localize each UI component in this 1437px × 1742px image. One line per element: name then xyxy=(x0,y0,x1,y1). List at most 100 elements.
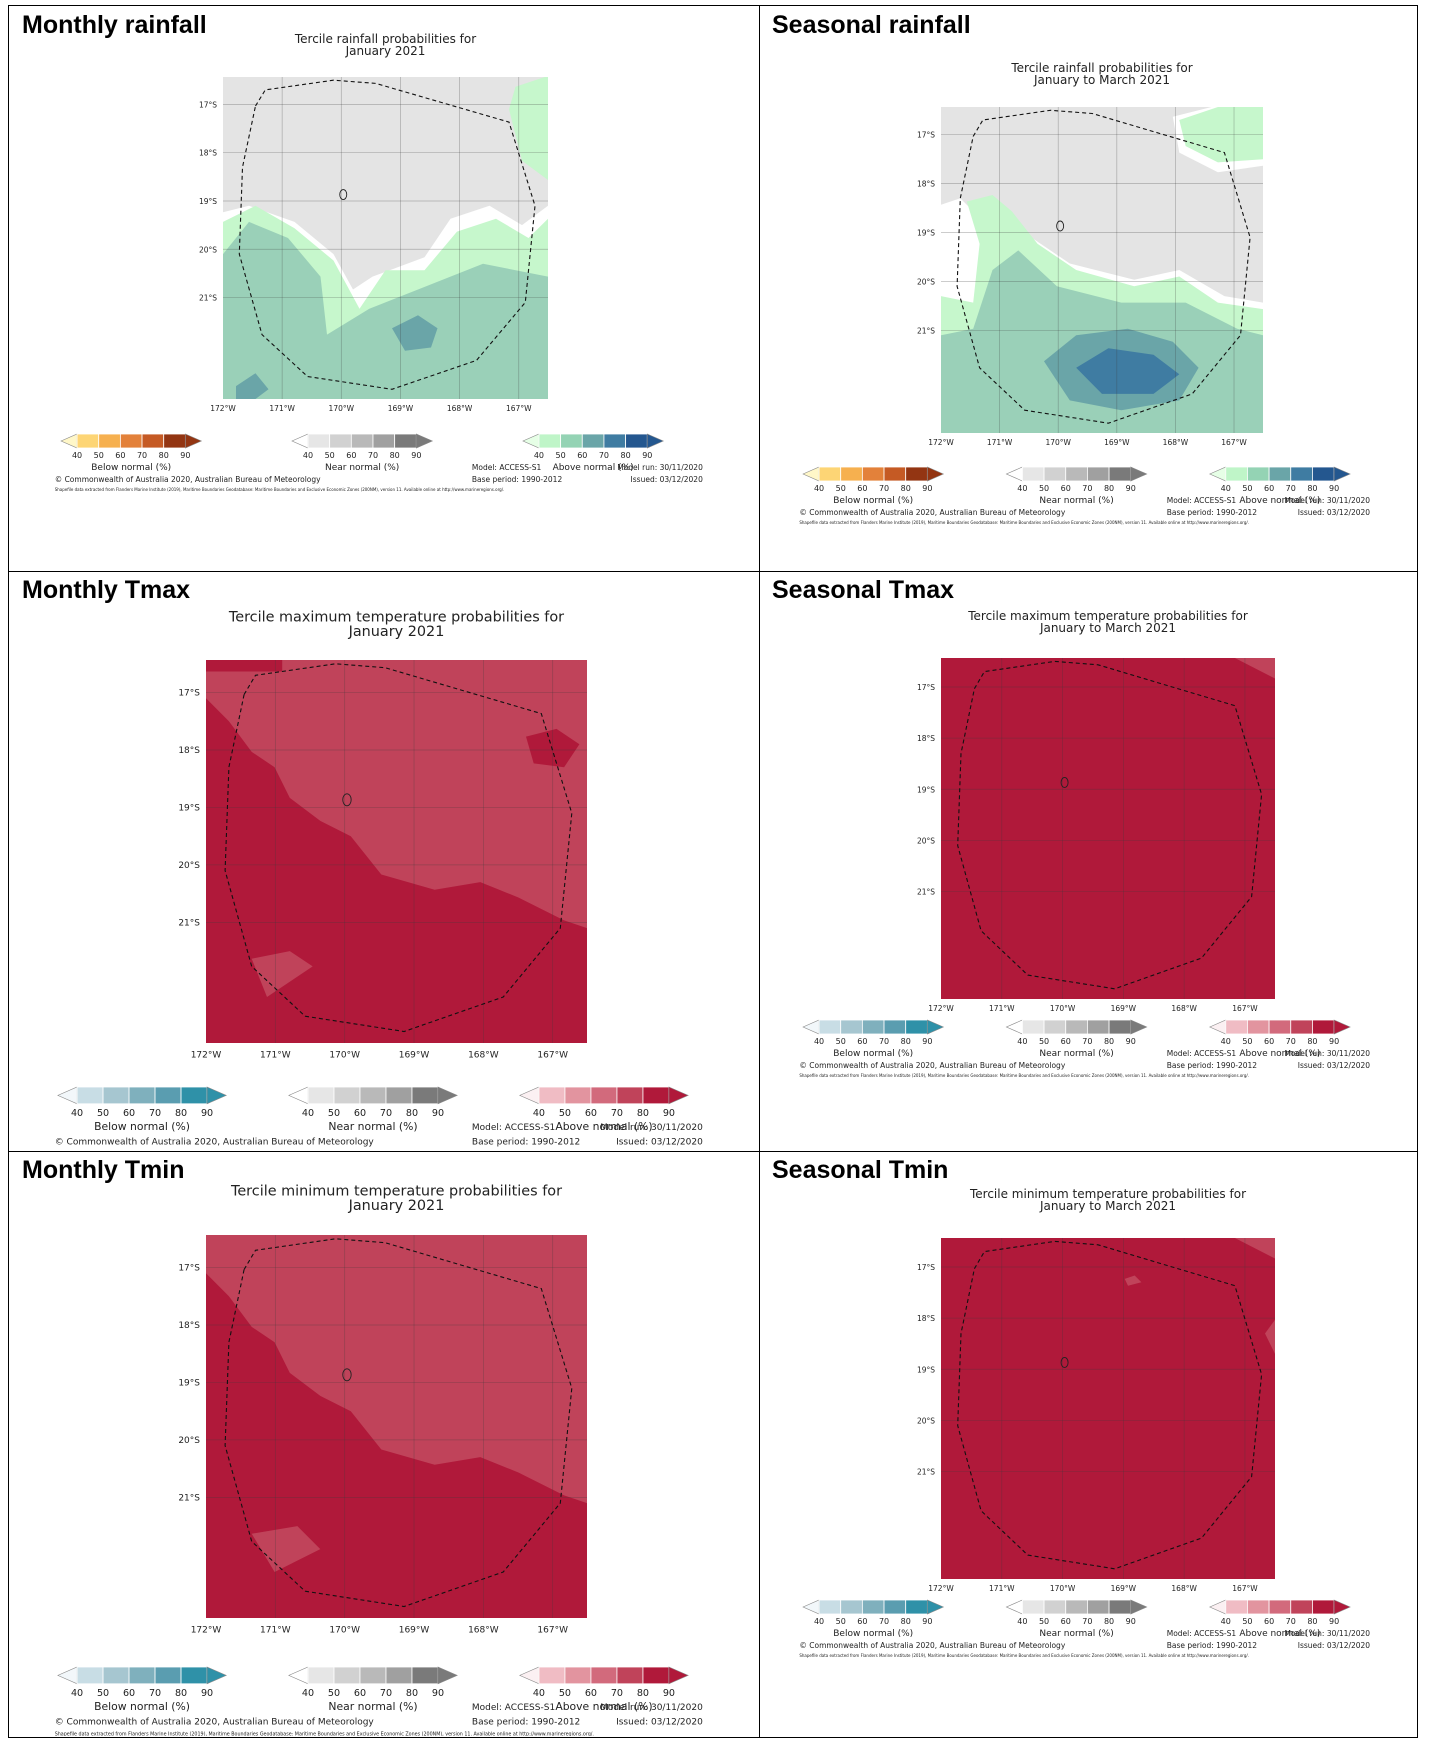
issued-date: Issued: 03/12/2020 xyxy=(1298,1061,1371,1070)
legend-swatch xyxy=(1225,1599,1248,1615)
lon-tick-label: 169°W xyxy=(388,404,414,413)
legend-tick-label: 40 xyxy=(1017,1037,1027,1046)
legend-below-normal: 40 50 60 70 80 90 Below normal (%) xyxy=(802,1599,945,1639)
legend-swatch xyxy=(1247,1599,1270,1615)
legend-arrow-left xyxy=(57,1086,78,1105)
lon-tick-label: 171°W xyxy=(260,1050,291,1060)
above-normal-light xyxy=(509,77,548,180)
lat-tick-label: 18°S xyxy=(917,734,935,743)
lat-tick-label: 21°S xyxy=(178,1493,200,1503)
legend-tick-label: 50 xyxy=(836,1617,846,1626)
legend-tick-label: 70 xyxy=(149,1688,161,1699)
legend-swatch xyxy=(350,433,374,449)
legend-tick-label: 40 xyxy=(533,1688,545,1699)
lat-tick-label: 20°S xyxy=(917,1416,935,1425)
lon-tick-label: 172°W xyxy=(928,1004,954,1013)
legend-swatch xyxy=(1290,1019,1313,1035)
legend-swatch xyxy=(538,1086,566,1105)
legend-tick-label: 90 xyxy=(922,484,932,493)
lon-tick-label: 172°W xyxy=(191,1625,222,1635)
lon-tick-label: 168°W xyxy=(1171,1584,1197,1593)
lat-tick-label: 20°S xyxy=(917,277,935,286)
legend-above-normal: 40 50 60 70 80 90 Above normal (%) xyxy=(522,433,665,473)
forecast-map-figure: Tercile rainfall probabilities forJanuar… xyxy=(799,61,1370,525)
shapefile-note: Shapefile data extracted from Flanders M… xyxy=(799,1073,1249,1078)
shapefile-note: Shapefile data extracted from Flanders M… xyxy=(55,487,505,492)
legend-tick-label: 60 xyxy=(123,1688,135,1699)
legend-title: Near normal (%) xyxy=(328,1120,417,1133)
legend-arrow-left xyxy=(1209,1019,1227,1035)
legend-title: Below normal (%) xyxy=(833,1049,913,1059)
legend-tick-label: 80 xyxy=(1307,484,1317,493)
legend-title: Below normal (%) xyxy=(91,463,171,473)
legend-tick-label: 50 xyxy=(836,1037,846,1046)
lat-tick-label: 19°S xyxy=(917,1365,935,1374)
legend-tick-label: 60 xyxy=(1061,1037,1071,1046)
legend-swatch xyxy=(154,1086,182,1105)
map-title-line-2: January 2021 xyxy=(348,1198,445,1214)
legend-tick-label: 60 xyxy=(346,451,356,460)
legend-arrow-left xyxy=(1005,1599,1023,1615)
legend-tick-label: 60 xyxy=(354,1688,366,1699)
lon-tick-label: 169°W xyxy=(1111,1004,1137,1013)
lon-tick-label: 172°W xyxy=(191,1050,222,1060)
legend-tick-label: 60 xyxy=(123,1108,135,1119)
legend-title: Below normal (%) xyxy=(833,496,913,506)
base-period: Base period: 1990-2012 xyxy=(1167,508,1258,517)
legend-below-normal: 40 50 60 70 80 90 Below normal (%) xyxy=(57,1666,227,1713)
legend-arrow-left xyxy=(522,433,540,449)
legend-above-normal: 40 50 60 70 80 90 Above normal (%) xyxy=(1209,466,1351,506)
eez-boundary xyxy=(956,109,1251,424)
lat-tick-label: 20°S xyxy=(199,245,217,254)
lon-tick-label: 171°W xyxy=(989,1004,1015,1013)
above-normal-light xyxy=(251,1526,321,1572)
legend-swatch xyxy=(76,1086,104,1105)
lat-tick-label: 17°S xyxy=(917,1263,935,1272)
lat-tick-label: 20°S xyxy=(178,1436,200,1446)
legend-title: Near normal (%) xyxy=(1039,1629,1113,1639)
legend-tick-label: 50 xyxy=(97,1108,109,1119)
legend-tick-label: 60 xyxy=(115,451,125,460)
legend-swatch xyxy=(1225,1019,1248,1035)
legend-swatch xyxy=(1021,466,1045,482)
legend-swatch xyxy=(333,1666,361,1685)
legend-tick-label: 80 xyxy=(1307,1037,1317,1046)
legend-arrow-left xyxy=(288,1666,309,1685)
legend-arrow-right xyxy=(927,466,945,482)
legend-tick-label: 80 xyxy=(901,484,911,493)
lon-tick-label: 168°W xyxy=(468,1625,499,1635)
legend-swatch xyxy=(883,1599,907,1615)
legend-swatch xyxy=(1086,1599,1110,1615)
legend-tick-label: 50 xyxy=(1039,1037,1049,1046)
legend-tick-label: 80 xyxy=(1104,484,1114,493)
legend-swatch xyxy=(564,1666,592,1685)
lat-tick-label: 21°S xyxy=(917,326,935,335)
legend-tick-label: 50 xyxy=(1039,1617,1049,1626)
lon-tick-label: 169°W xyxy=(399,1625,430,1635)
lat-tick-label: 17°S xyxy=(178,689,200,699)
legend-tick-label: 70 xyxy=(137,451,147,460)
row-divider xyxy=(9,571,1417,572)
row-divider xyxy=(9,1151,1417,1152)
legend-tick-label: 90 xyxy=(201,1688,213,1699)
legend-swatch xyxy=(560,433,583,449)
legend-swatch xyxy=(1043,1599,1067,1615)
legend-swatch xyxy=(1043,1019,1067,1035)
legend-tick-label: 60 xyxy=(1264,1037,1274,1046)
legend-swatch xyxy=(642,1666,670,1685)
legend-tick-label: 70 xyxy=(380,1108,392,1119)
legend-swatch xyxy=(411,1666,439,1685)
lon-tick-label: 168°W xyxy=(468,1050,499,1060)
legend-title: Above normal (%) xyxy=(1239,1629,1320,1639)
legend-swatch xyxy=(625,433,648,449)
legend-tick-label: 80 xyxy=(1104,1037,1114,1046)
legend-tick-label: 90 xyxy=(922,1617,932,1626)
lat-tick-label: 18°S xyxy=(178,1321,200,1331)
legend-title: Below normal (%) xyxy=(94,1700,190,1713)
legend-tick-label: 50 xyxy=(556,451,566,460)
legend-swatch xyxy=(1268,466,1292,482)
legend-swatch xyxy=(581,433,605,449)
issued-date: Issued: 03/12/2020 xyxy=(631,475,704,484)
map-title-line-2: January to March 2021 xyxy=(1039,1199,1176,1213)
legend-above-normal: 40 50 60 70 80 90 Above normal (%) xyxy=(519,1666,689,1713)
